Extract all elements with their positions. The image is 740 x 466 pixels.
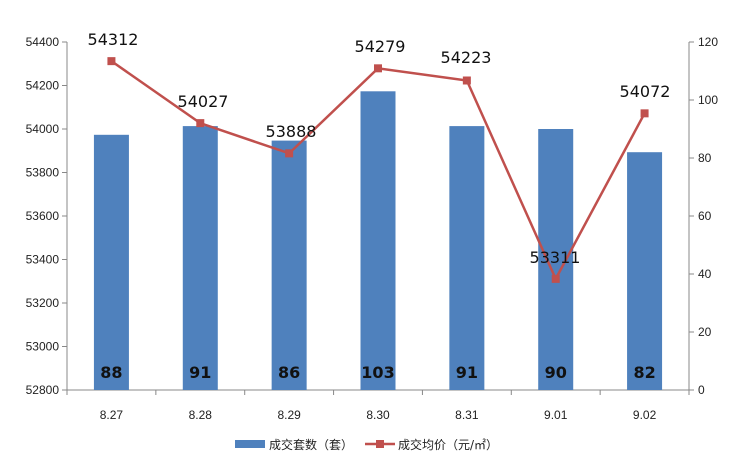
right-tick-label: 80 — [698, 151, 712, 165]
right-tick-label: 100 — [698, 93, 718, 107]
left-tick-label: 53200 — [26, 296, 60, 310]
left-tick-label: 53600 — [26, 209, 60, 223]
x-tick-label: 8.29 — [277, 408, 301, 422]
left-tick-label: 54200 — [26, 79, 60, 93]
bar — [271, 140, 307, 390]
line-point — [196, 119, 205, 128]
bar — [182, 126, 218, 390]
bar-data-label: 86 — [278, 363, 300, 382]
line-point — [374, 64, 382, 73]
x-tick-label: 8.27 — [100, 408, 124, 422]
bar-data-label: 103 — [361, 363, 394, 382]
bar-data-label: 90 — [545, 363, 567, 382]
bar — [360, 91, 396, 391]
bar-data-label: 91 — [189, 363, 211, 382]
bar — [93, 134, 129, 390]
bar — [627, 152, 663, 390]
x-tick-label: 9.01 — [544, 408, 568, 422]
line-data-label: 53888 — [266, 122, 317, 141]
line-point — [640, 109, 649, 118]
legend-bar-swatch — [235, 440, 265, 448]
line-point — [462, 76, 471, 85]
line-data-label: 54312 — [88, 30, 139, 49]
legend-line-marker — [376, 440, 384, 448]
line-data-label: 54072 — [620, 82, 671, 101]
x-tick-label: 9.02 — [633, 408, 657, 422]
x-tick-label: 8.30 — [366, 408, 390, 422]
bar-data-label: 91 — [456, 363, 478, 382]
line-point — [551, 274, 560, 283]
bar-data-label: 88 — [100, 363, 122, 382]
left-tick-label: 53400 — [26, 253, 60, 267]
legend-line-label: 成交均价（元/㎡） — [398, 437, 498, 452]
right-tick-label: 60 — [698, 209, 712, 223]
line-point — [285, 149, 294, 158]
x-tick-label: 8.28 — [189, 408, 213, 422]
line-point — [107, 57, 116, 66]
left-tick-label: 53000 — [26, 340, 60, 354]
right-tick-label: 20 — [698, 325, 712, 339]
left-tick-label: 54400 — [26, 35, 60, 49]
x-tick-label: 8.31 — [455, 408, 479, 422]
line-data-label: 54027 — [178, 92, 229, 111]
line-data-label: 54223 — [441, 48, 492, 67]
line-data-label: 53311 — [530, 248, 581, 267]
left-tick-label: 52800 — [26, 383, 60, 397]
left-tick-label: 54000 — [26, 122, 60, 136]
line-data-label: 54279 — [355, 37, 406, 56]
right-tick-label: 120 — [698, 35, 718, 49]
bar — [449, 126, 485, 390]
left-tick-label: 53800 — [26, 166, 60, 180]
legend-bar-label: 成交套数（套） — [269, 437, 353, 452]
right-tick-label: 40 — [698, 267, 712, 281]
bar-data-label: 82 — [633, 363, 655, 382]
right-tick-label: 0 — [698, 383, 705, 397]
